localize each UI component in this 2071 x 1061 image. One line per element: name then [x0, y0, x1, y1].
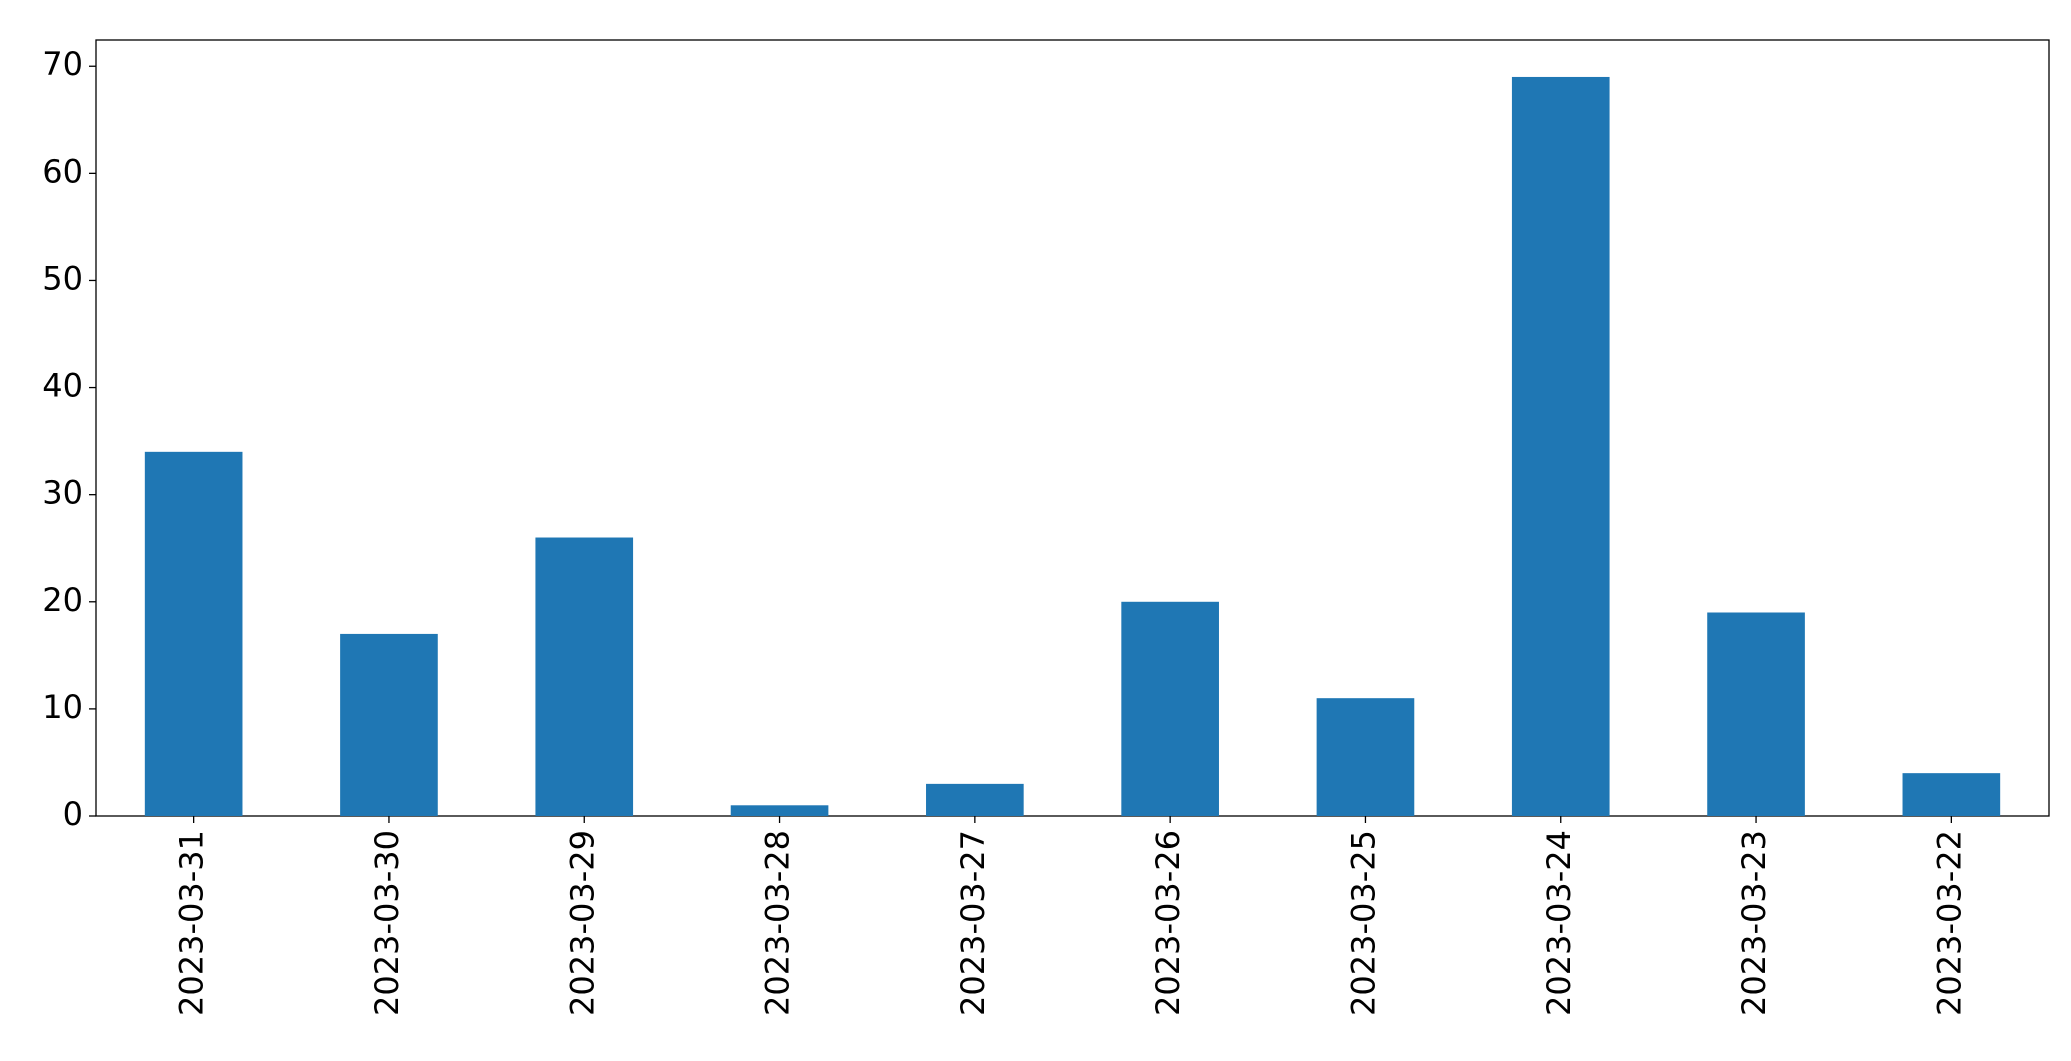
bar — [730, 805, 829, 816]
bar — [144, 451, 243, 816]
y-tick-label: 10 — [42, 688, 83, 726]
bar — [1511, 76, 1610, 816]
y-tick-label: 40 — [42, 367, 83, 405]
bar — [1707, 612, 1805, 816]
bar — [1902, 773, 2001, 816]
x-tick-label: 2023-03-22 — [1930, 830, 1968, 1016]
y-tick-label: 20 — [42, 581, 83, 619]
x-tick-label: 2023-03-29 — [563, 830, 601, 1016]
y-tick-label: 30 — [42, 474, 83, 512]
bar — [1121, 601, 1219, 816]
bar — [340, 633, 438, 816]
bar — [1316, 698, 1415, 816]
x-tick-label: 2023-03-26 — [1149, 830, 1187, 1016]
x-tick-label: 2023-03-24 — [1540, 830, 1578, 1016]
y-tick-label: 0 — [63, 795, 83, 833]
x-tick-label: 2023-03-25 — [1344, 830, 1382, 1016]
y-tick-label: 60 — [42, 152, 83, 190]
plot-frame — [95, 39, 2050, 817]
y-tick-label: 70 — [42, 45, 83, 83]
x-tick-label: 2023-03-31 — [173, 830, 211, 1016]
x-tick-label: 2023-03-27 — [954, 830, 992, 1016]
y-tick-label: 50 — [42, 259, 83, 297]
bar — [535, 537, 634, 816]
x-tick-label: 2023-03-23 — [1735, 830, 1773, 1016]
bar — [926, 783, 1024, 816]
x-tick-label: 2023-03-30 — [368, 830, 406, 1016]
x-tick-label: 2023-03-28 — [759, 830, 797, 1016]
